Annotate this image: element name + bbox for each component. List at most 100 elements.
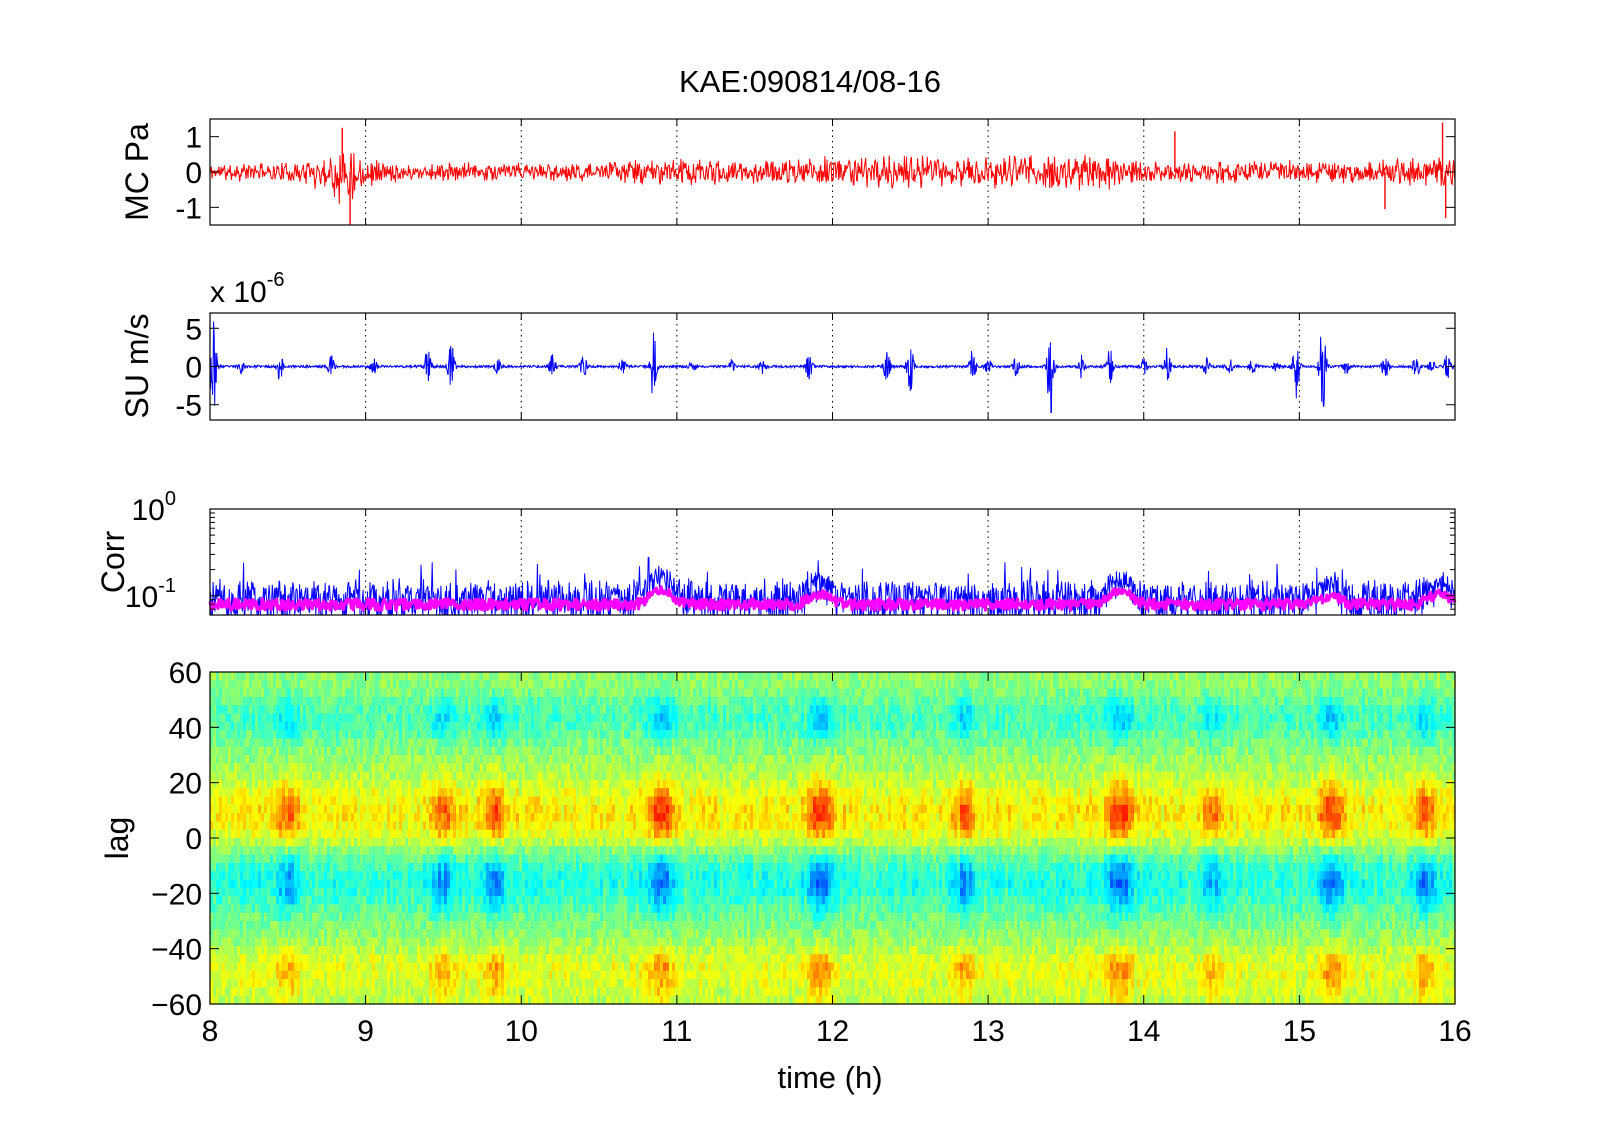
heatmap-cell (237, 755, 241, 764)
heatmap-cell (273, 705, 277, 715)
heatmap-cell (327, 813, 331, 822)
heatmap-cell (291, 713, 295, 723)
heatmap-cell (258, 696, 262, 706)
heatmap-cell (327, 730, 331, 739)
heatmap-cell (309, 705, 313, 715)
heatmap-cell (237, 979, 241, 988)
heatmap-cell (213, 746, 217, 756)
heatmap-cell (279, 904, 283, 914)
heatmap-cell (336, 730, 340, 739)
heatmap-cell (279, 921, 283, 930)
heatmap-cell (333, 813, 337, 822)
heatmap-cell (273, 995, 277, 1005)
heatmap-cell (390, 854, 394, 864)
heatmap-cell (267, 979, 271, 988)
heatmap-cell (384, 672, 388, 681)
heatmap-cell (366, 779, 370, 789)
heatmap-cell (225, 995, 229, 1005)
heatmap-cell (387, 796, 391, 806)
heatmap-cell (363, 779, 367, 789)
heatmap-cell (351, 730, 355, 739)
heatmap-cell (396, 879, 400, 889)
heatmap-cell (348, 987, 352, 997)
heatmap-cell (258, 813, 262, 822)
heatmap-cell (240, 995, 244, 1005)
heatmap-cell (306, 813, 310, 822)
heatmap-cell (366, 854, 370, 864)
heatmap-cell (279, 705, 283, 715)
heatmap-cell (288, 979, 292, 988)
heatmap-cell (216, 887, 220, 897)
heatmap-cell (300, 713, 304, 723)
heatmap-cell (387, 995, 391, 1005)
heatmap-cell (324, 904, 328, 914)
heatmap-cell (393, 755, 397, 764)
heatmap-cell (297, 788, 301, 798)
heatmap-cell (333, 755, 337, 764)
heatmap-cell (369, 979, 373, 988)
heatmap-cell (345, 680, 349, 690)
heatmap-cell (246, 937, 250, 947)
heatmap-cell (342, 696, 346, 706)
heatmap-cell (234, 680, 238, 690)
heatmap-cell (351, 688, 355, 698)
heatmap-cell (249, 954, 253, 964)
heatmap-cell (267, 929, 271, 939)
heatmap-cell (309, 887, 313, 897)
heatmap-cell (321, 688, 325, 698)
heatmap-cell (363, 987, 367, 997)
heatmap-cell (291, 862, 295, 872)
heatmap-cell (372, 705, 376, 715)
heatmap-cell (333, 995, 337, 1005)
heatmap-cell (282, 912, 286, 922)
heatmap-cell (333, 862, 337, 872)
heatmap-cell (399, 912, 403, 922)
heatmap-cell (294, 730, 298, 739)
heatmap-cell (297, 838, 301, 847)
heatmap-cell (336, 896, 340, 905)
heatmap-cell (333, 937, 337, 947)
heatmap-cell (324, 921, 328, 930)
heatmap-cell (282, 879, 286, 889)
heatmap-cell (246, 680, 250, 690)
heatmap-cell (327, 846, 331, 856)
heatmap-cell (354, 688, 358, 698)
heatmap-cell (261, 846, 265, 856)
heatmap-cell (393, 796, 397, 806)
heatmap-cell (369, 904, 373, 914)
heatmap-cell (306, 796, 310, 806)
heatmap-cell (363, 771, 367, 781)
heatmap-cell (273, 788, 277, 798)
heatmap-cell (396, 763, 400, 773)
heatmap-cell (255, 954, 259, 964)
heatmap-cell (342, 713, 346, 723)
y-tick-label: 100 (132, 488, 177, 527)
heatmap-cell (387, 813, 391, 822)
heatmap-cell (318, 804, 322, 814)
heatmap-cell (255, 796, 259, 806)
heatmap-cell (333, 912, 337, 922)
heatmap-cell (300, 962, 304, 972)
heatmap-cell (243, 846, 247, 856)
heatmap-cell (315, 937, 319, 947)
heatmap-cell (342, 979, 346, 988)
heatmap-cell (315, 854, 319, 864)
heatmap-cell (267, 871, 271, 881)
heatmap-cell (261, 821, 265, 831)
heatmap-cell (300, 937, 304, 947)
heatmap-cell (393, 771, 397, 781)
heatmap-cell (318, 871, 322, 881)
heatmap-cell (219, 804, 223, 814)
heatmap-cell (294, 954, 298, 964)
heatmap-cell (309, 937, 313, 947)
heatmap-cell (333, 871, 337, 881)
heatmap-cell (288, 821, 292, 831)
heatmap-cell (303, 796, 307, 806)
heatmap-cell (231, 755, 235, 764)
heatmap-cell (216, 796, 220, 806)
heatmap-cell (348, 979, 352, 988)
heatmap-cell (258, 912, 262, 922)
heatmap-cell (399, 788, 403, 798)
heatmap-cell (303, 721, 307, 731)
heatmap-cell (405, 896, 409, 905)
